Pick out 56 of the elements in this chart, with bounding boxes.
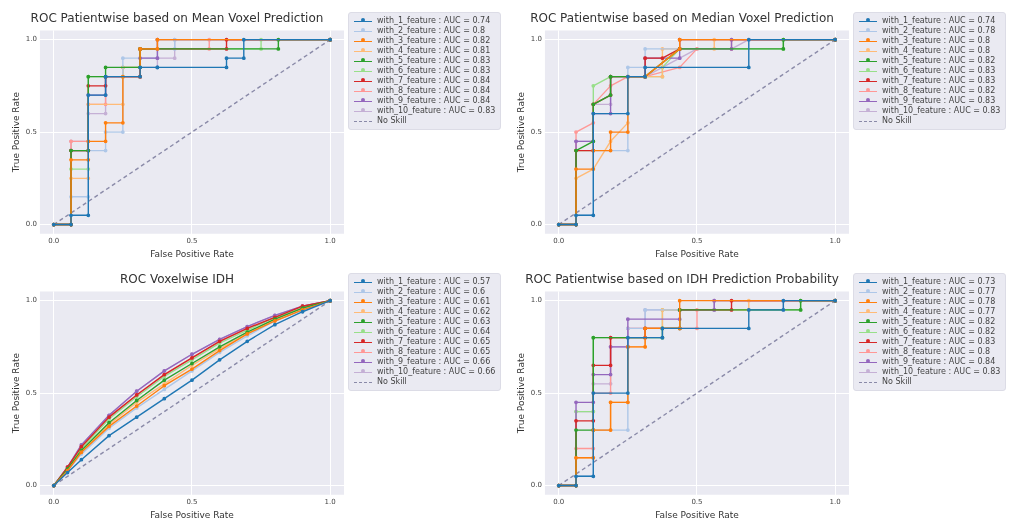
legend-label: with_7_feature : AUC = 0.84 — [377, 76, 491, 86]
legend-label: with_2_feature : AUC = 0.77 — [882, 287, 996, 297]
legend-label: with_6_feature : AUC = 0.83 — [882, 66, 996, 76]
legend-label: No Skill — [882, 116, 912, 126]
legend-label: with_1_feature : AUC = 0.57 — [377, 277, 491, 287]
legend-label: with_10_feature : AUC = 0.83 — [882, 106, 1001, 116]
legend-label: with_9_feature : AUC = 0.66 — [377, 357, 491, 367]
x-axis-title: False Positive Rate — [655, 248, 740, 259]
legend-label: with_4_feature : AUC = 0.8 — [882, 46, 991, 56]
legend-label: with_5_feature : AUC = 0.82 — [882, 317, 996, 327]
legend-label: with_7_feature : AUC = 0.83 — [882, 337, 996, 347]
legend-label: with_5_feature : AUC = 0.83 — [377, 56, 491, 66]
legend-label: with_10_feature : AUC = 0.66 — [377, 367, 496, 377]
legend-label: with_4_feature : AUC = 0.62 — [377, 307, 491, 317]
legend-label: with_8_feature : AUC = 0.82 — [882, 86, 996, 96]
legend-label: with_3_feature : AUC = 0.61 — [377, 297, 491, 307]
y-axis-title: True Positive Rate — [515, 91, 526, 174]
x-axis-title: False Positive Rate — [150, 509, 235, 520]
legend-label: with_2_feature : AUC = 0.78 — [882, 26, 996, 36]
legend-label: with_4_feature : AUC = 0.81 — [377, 46, 491, 56]
legend-label: with_7_feature : AUC = 0.65 — [377, 337, 491, 347]
legend-label: with_8_feature : AUC = 0.65 — [377, 347, 491, 357]
legend-label: with_6_feature : AUC = 0.83 — [377, 66, 491, 76]
chart-title: ROC Patientwise based on IDH Prediction Probability — [525, 272, 839, 287]
legend-label: No Skill — [377, 116, 407, 126]
legend-label: No Skill — [377, 377, 407, 387]
legend-label: with_5_feature : AUC = 0.82 — [882, 56, 996, 66]
legend-label: with_1_feature : AUC = 0.73 — [882, 277, 996, 287]
legend-label: with_10_feature : AUC = 0.83 — [377, 106, 496, 116]
legend-label: with_7_feature : AUC = 0.83 — [882, 76, 996, 86]
legend-label: No Skill — [882, 377, 912, 387]
legend-label: with_6_feature : AUC = 0.64 — [377, 327, 491, 337]
legend-label: with_8_feature : AUC = 0.84 — [377, 86, 491, 96]
legend-label: with_9_feature : AUC = 0.84 — [377, 96, 491, 106]
chart-title: ROC Patientwise based on Median Voxel Prediction — [530, 11, 834, 26]
chart-title: ROC Voxelwise IDH — [119, 272, 235, 287]
legend-label: with_3_feature : AUC = 0.82 — [377, 36, 491, 46]
y-axis-title: True Positive Rate — [515, 352, 526, 435]
y-axis-title: True Positive Rate — [10, 91, 21, 174]
y-axis-title: True Positive Rate — [10, 352, 21, 435]
legend-label: with_1_feature : AUC = 0.74 — [882, 16, 996, 26]
chart-title: ROC Patientwise based on Mean Voxel Prediction — [30, 11, 324, 26]
x-axis-title: False Positive Rate — [655, 509, 740, 520]
legend-label: with_3_feature : AUC = 0.78 — [882, 297, 996, 307]
x-axis-title: False Positive Rate — [150, 248, 235, 259]
legend-label: with_3_feature : AUC = 0.8 — [882, 36, 991, 46]
legend-label: with_10_feature : AUC = 0.83 — [882, 367, 1001, 377]
legend-label: with_9_feature : AUC = 0.83 — [882, 96, 996, 106]
legend-label: with_4_feature : AUC = 0.77 — [882, 307, 996, 317]
legend-label: with_8_feature : AUC = 0.8 — [882, 347, 991, 357]
legend-label: with_2_feature : AUC = 0.8 — [377, 26, 486, 36]
legend-label: with_9_feature : AUC = 0.84 — [882, 357, 996, 367]
legend-label: with_2_feature : AUC = 0.6 — [377, 287, 486, 297]
legend-label: with_1_feature : AUC = 0.74 — [377, 16, 491, 26]
legend-label: with_6_feature : AUC = 0.82 — [882, 327, 996, 337]
legend-label: with_5_feature : AUC = 0.63 — [377, 317, 491, 327]
